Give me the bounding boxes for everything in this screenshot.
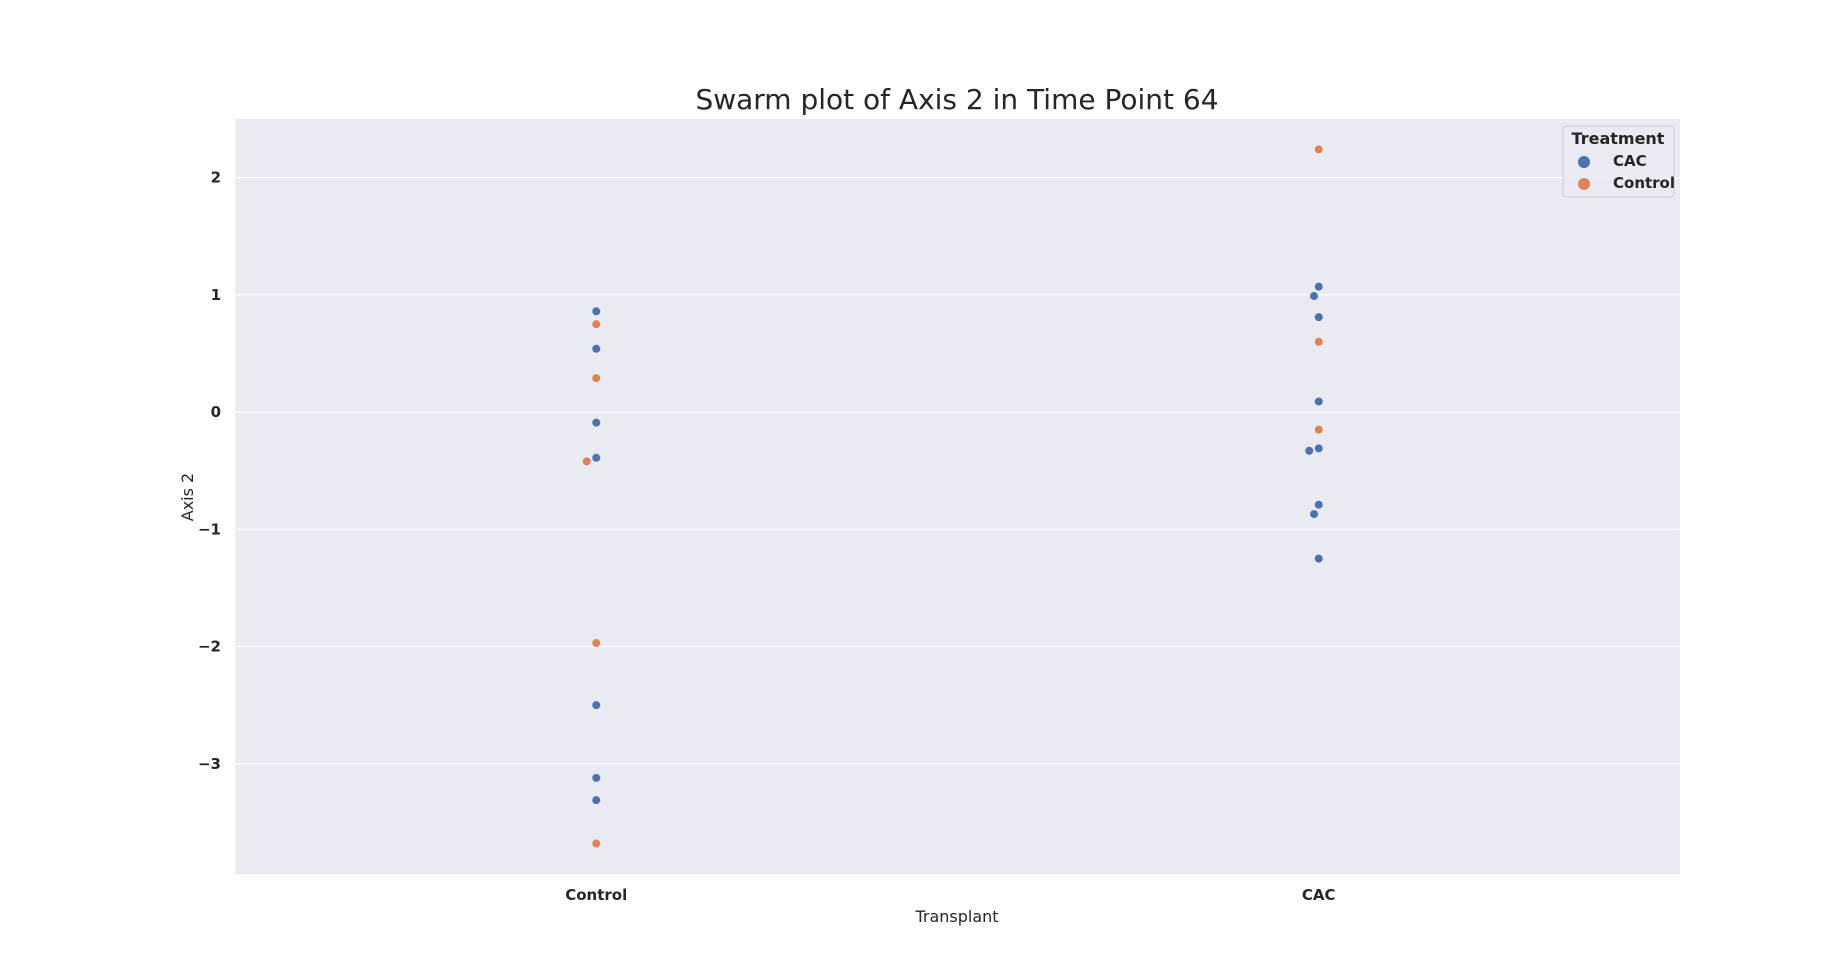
x-axis-label: Transplant bbox=[914, 907, 998, 926]
data-point-cac bbox=[592, 796, 601, 805]
legend-label-control: Control bbox=[1613, 174, 1675, 192]
data-point-control bbox=[592, 839, 601, 848]
grid-lines bbox=[235, 177, 1680, 765]
y-tick-label: −2 bbox=[198, 638, 221, 656]
data-point-cac bbox=[592, 453, 601, 462]
x-tick-label: Control bbox=[565, 886, 627, 904]
data-points bbox=[582, 145, 1323, 848]
data-point-cac bbox=[592, 773, 601, 782]
data-point-cac bbox=[1314, 500, 1323, 509]
data-point-cac bbox=[1314, 444, 1323, 453]
data-point-cac bbox=[592, 344, 601, 353]
legend: Treatment CAC Control bbox=[1562, 125, 1675, 198]
data-point-cac bbox=[592, 418, 601, 427]
data-point-cac bbox=[1314, 554, 1323, 563]
data-point-control bbox=[582, 457, 591, 466]
y-tick-label: −1 bbox=[198, 520, 221, 538]
data-point-control bbox=[1314, 145, 1323, 154]
data-point-cac bbox=[592, 701, 601, 710]
y-tick-label: 1 bbox=[211, 286, 221, 304]
data-point-control bbox=[1314, 337, 1323, 346]
data-point-cac bbox=[1314, 313, 1323, 322]
y-tick-label: 2 bbox=[211, 169, 221, 187]
y-tick-label: 0 bbox=[211, 403, 221, 421]
data-point-control bbox=[592, 374, 601, 383]
y-tick-labels: 2 1 0 −1 −2 −3 bbox=[198, 169, 221, 773]
data-point-cac bbox=[1305, 446, 1314, 455]
y-tick-label: −3 bbox=[198, 755, 221, 773]
data-point-control bbox=[1314, 425, 1323, 434]
x-tick-label: CAC bbox=[1302, 886, 1336, 904]
data-point-cac bbox=[592, 307, 601, 316]
x-tick-labels: Control CAC bbox=[565, 886, 1335, 904]
data-point-control bbox=[592, 320, 601, 329]
data-point-cac bbox=[1310, 510, 1318, 519]
data-point-cac bbox=[1310, 292, 1318, 301]
y-axis-label: Axis 2 bbox=[178, 473, 197, 521]
data-point-cac bbox=[1314, 282, 1323, 291]
legend-title: Treatment bbox=[1572, 129, 1665, 148]
legend-box bbox=[1562, 125, 1675, 198]
data-point-control bbox=[592, 639, 601, 648]
chart-title: Swarm plot of Axis 2 in Time Point 64 bbox=[695, 83, 1218, 116]
data-point-cac bbox=[1314, 397, 1323, 406]
plot-background bbox=[235, 119, 1680, 874]
legend-marker-cac bbox=[1578, 156, 1590, 168]
legend-label-cac: CAC bbox=[1613, 152, 1647, 170]
legend-marker-control bbox=[1578, 178, 1590, 190]
